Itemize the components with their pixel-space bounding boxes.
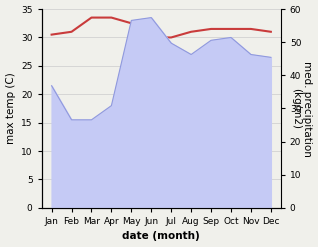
- Y-axis label: max temp (C): max temp (C): [5, 73, 16, 144]
- Y-axis label: med. precipitation
(kg/m2): med. precipitation (kg/m2): [291, 61, 313, 156]
- X-axis label: date (month): date (month): [122, 231, 200, 242]
